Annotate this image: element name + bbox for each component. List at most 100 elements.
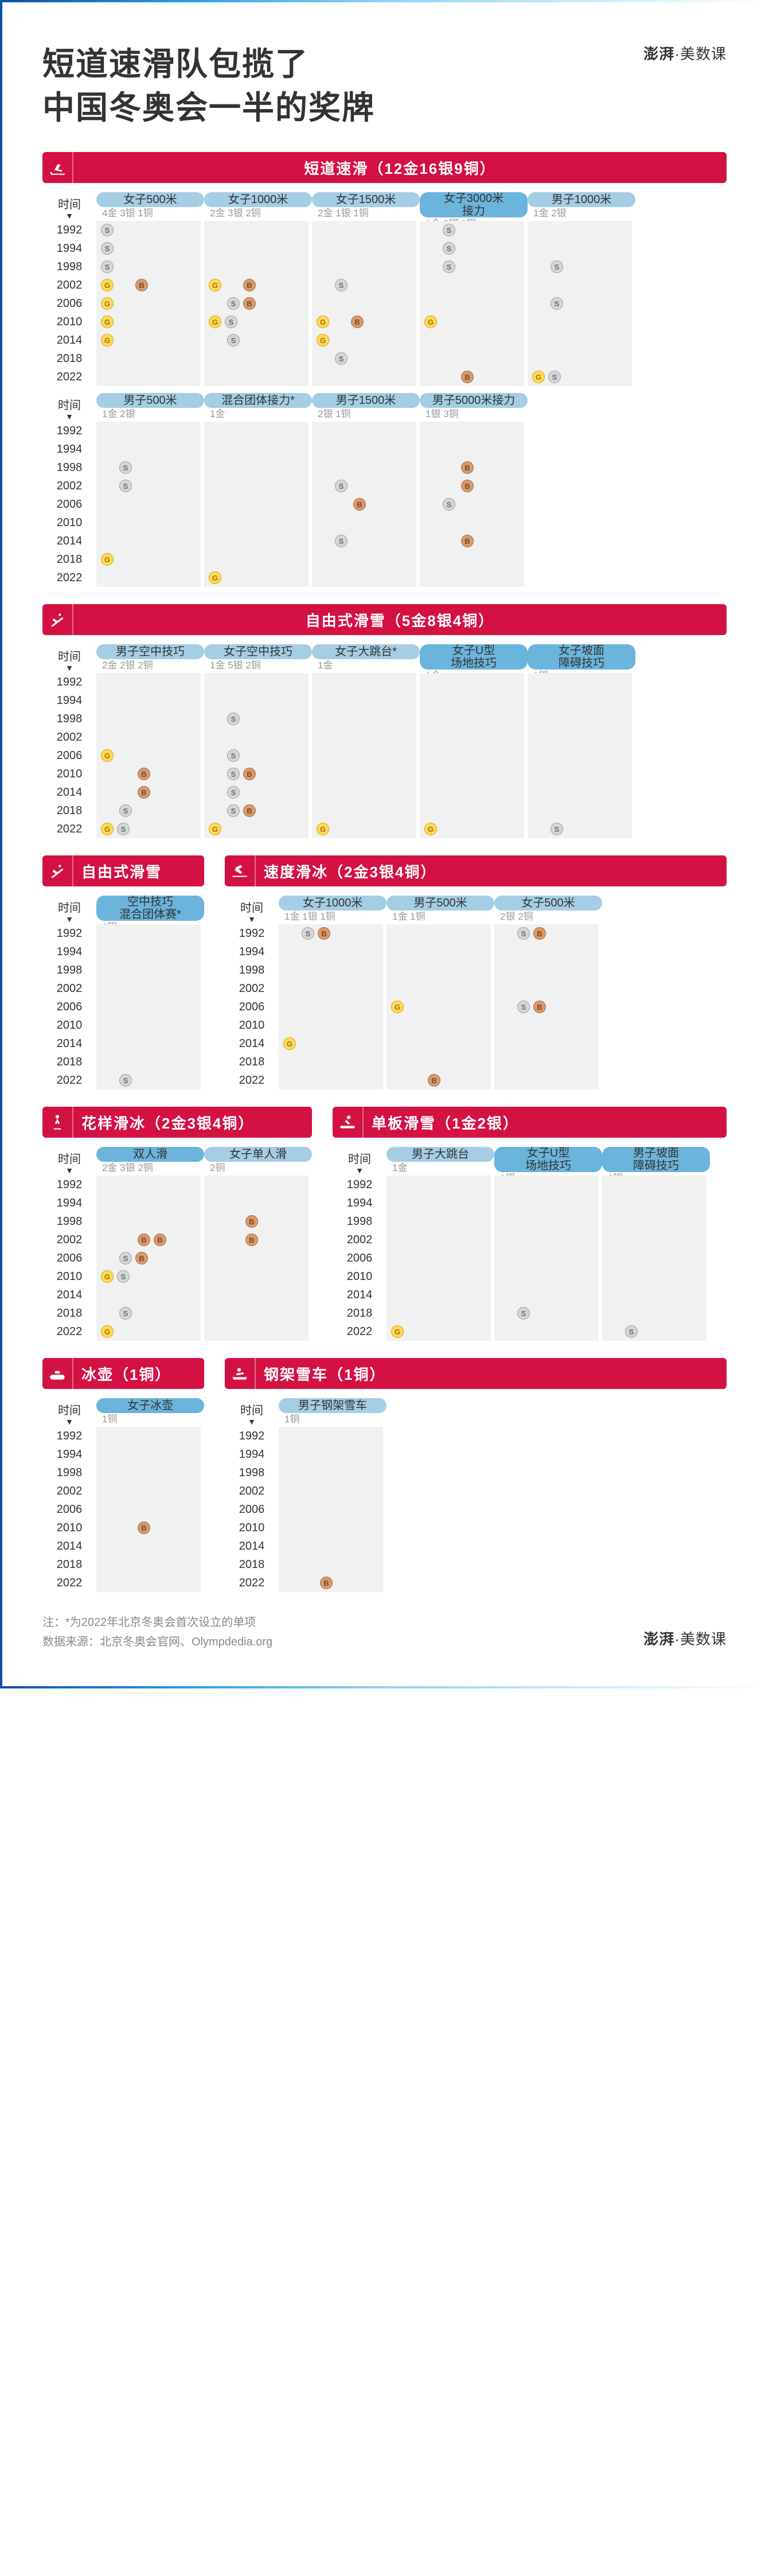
medal-cell: B (204, 1231, 312, 1249)
medal-cell (312, 294, 420, 313)
year-label: 1992 (225, 1427, 279, 1445)
medal-s: S (551, 823, 563, 835)
medal-grid: 时间▼男子500米1金 2银混合团体接力*1金男子1500米2银 1铜男子500… (42, 393, 727, 587)
event-pill: 空中技巧混合团体赛* (96, 896, 204, 921)
medal-cell (387, 1304, 494, 1322)
medal-cell (96, 1537, 204, 1555)
medal-cell (279, 1071, 387, 1089)
medal-b: B (461, 461, 474, 474)
year-label: 2010 (333, 1267, 387, 1286)
medal-cell (528, 691, 635, 710)
year-label: 1998 (333, 1212, 387, 1231)
banner-label: 冰壶（1铜） (73, 1363, 179, 1384)
medal-b: B (533, 927, 546, 940)
medal-cell: B (420, 458, 528, 477)
time-header: 时间▼ (225, 1398, 279, 1427)
section-banner: 短道速滑（12金16银9铜） (42, 152, 727, 183)
year-label: 2002 (225, 979, 279, 998)
year-label: 2022 (42, 368, 96, 386)
medal-cell (312, 765, 420, 783)
medal-cell (494, 1016, 602, 1034)
year-label: 2010 (42, 313, 96, 331)
event-header: 男子坡面障碍技巧1银 (602, 1147, 710, 1176)
medal-cell (204, 1194, 312, 1212)
section-banner: 花样滑冰（2金3银4铜） (42, 1107, 312, 1138)
medal-cell (420, 801, 528, 820)
medal-cell (204, 477, 312, 495)
medal-cell (204, 1176, 312, 1194)
medal-s: S (101, 260, 114, 273)
event-pill: 女子1000米 (279, 896, 387, 910)
year-label: 2002 (333, 1231, 387, 1249)
medal-cell (387, 1176, 494, 1194)
medal-s: S (119, 461, 132, 474)
medal-cell (420, 746, 528, 765)
event-header: 女子1000米1金 1银 1铜 (279, 896, 387, 924)
medal-cell (204, 349, 312, 368)
medal-cell (204, 1322, 312, 1341)
medal-s: S (119, 1074, 132, 1087)
year-label: 2018 (42, 1304, 96, 1322)
event-pill: 女子空中技巧 (204, 644, 312, 659)
medal-s: S (551, 260, 563, 273)
medal-cell (387, 1267, 494, 1286)
medal-cell: G (279, 1034, 387, 1053)
section-freestyle-ski: 自由式滑雪（5金8银4铜）时间▼男子空中技巧2金 2银 2铜女子空中技巧1金 5… (42, 604, 727, 838)
medal-cell: G (96, 1322, 204, 1341)
medal-cell (420, 710, 528, 728)
event-pill: 女子1000米 (204, 192, 312, 207)
event-header: 空中技巧混合团体赛*1银 (96, 896, 204, 924)
medal-s: S (227, 297, 240, 310)
medal-cell (312, 569, 420, 587)
year-label: 2010 (42, 513, 96, 532)
medal-cell: S (602, 1322, 710, 1341)
medal-grid: 时间▼空中技巧混合团体赛*1银1992199419982002200620102… (42, 896, 204, 1089)
section-banner: 冰壶（1铜） (42, 1358, 204, 1389)
year-label: 1998 (42, 258, 96, 276)
medal-cell: SB (494, 924, 602, 943)
medal-cell (204, 422, 312, 440)
medal-cell (387, 1286, 494, 1304)
year-label: 1998 (225, 961, 279, 979)
year-label: 2018 (225, 1555, 279, 1574)
year-label: 2018 (225, 1053, 279, 1071)
event-pill: 女子500米 (96, 192, 204, 207)
medal-cell (204, 1267, 312, 1286)
year-label: 2022 (333, 1322, 387, 1341)
medal-g: G (317, 316, 329, 328)
medal-cell (494, 1286, 602, 1304)
year-label: 2018 (42, 1053, 96, 1071)
medal-s: S (443, 498, 455, 511)
banner-label: 花样滑冰（2金3银4铜） (73, 1112, 262, 1133)
split-left: 自由式滑雪时间▼空中技巧混合团体赛*1银19921994199820022006… (42, 855, 204, 1089)
year-label: 2018 (42, 349, 96, 368)
medal-cell: S (96, 477, 204, 495)
event-sub-label: 1金 2银 (96, 408, 204, 419)
year-label: 2014 (42, 1034, 96, 1053)
event-sub-label: 4金 3银 1铜 (96, 207, 204, 218)
medal-cell (387, 924, 494, 943)
year-label: 2022 (42, 1071, 96, 1089)
ski-icon (42, 855, 73, 886)
medal-cell (420, 569, 528, 587)
medal-s: S (119, 1252, 132, 1264)
year-label: 1994 (42, 691, 96, 710)
medal-cell (312, 258, 420, 276)
medal-cell (96, 979, 204, 998)
medal-g: G (101, 297, 114, 310)
year-label: 2002 (42, 979, 96, 998)
medal-cell: GB (96, 276, 204, 294)
event-header: 男子1000米1金 2银 (528, 192, 635, 221)
medal-cell: S (528, 294, 635, 313)
curling-icon (42, 1358, 73, 1389)
medal-cell (279, 998, 387, 1016)
year-label: 2014 (42, 1537, 96, 1555)
footnote-note: 注：*为2022年北京冬奥会首次设立的单项 (42, 1613, 272, 1632)
event-sub-label: 1银 3铜 (420, 408, 528, 419)
event-pill: 女子大跳台* (312, 644, 420, 659)
event-header: 女子U型场地技巧1金 (420, 644, 528, 673)
event-header: 女子空中技巧1金 5银 2铜 (204, 644, 312, 673)
medal-cell (96, 1016, 204, 1034)
medal-cell (312, 746, 420, 765)
medal-cell (204, 458, 312, 477)
